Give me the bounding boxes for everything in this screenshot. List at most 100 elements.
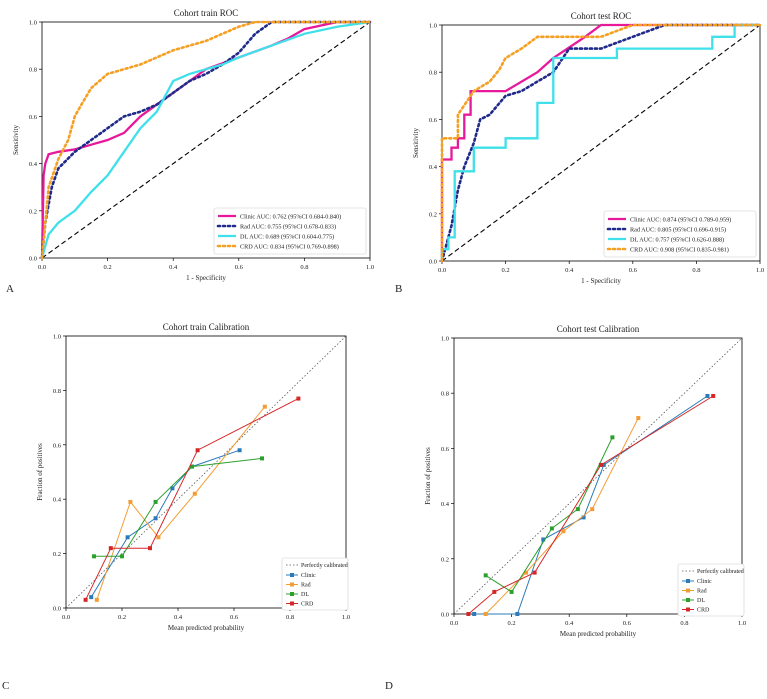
x-axis-label: Mean predicted probability — [168, 624, 245, 632]
panel-label-c: C — [2, 680, 10, 692]
data-point-clinic_cal — [581, 515, 586, 520]
panel-label-d: D — [385, 680, 393, 692]
data-point-crd_cal — [466, 612, 471, 616]
data-point-rad_cal — [128, 499, 133, 504]
x-axis-label: 1 - Specificity — [581, 277, 621, 285]
legend-marker-crd_cal — [290, 601, 294, 606]
y-tick-label: 0.2 — [29, 208, 37, 215]
data-point-clinic_cal — [89, 595, 94, 600]
y-tick-label: 0.2 — [429, 211, 437, 218]
data-point-dl_cal — [509, 589, 514, 594]
x-tick-label: 0.8 — [692, 267, 700, 274]
legend-entry-crd_roc: CRD AUC: 0.834 (95%CI 0.769-0.898) — [240, 243, 339, 250]
x-tick-label: 0.0 — [450, 620, 458, 627]
y-tick-label: 0.4 — [441, 501, 450, 508]
x-tick-label: 0.2 — [502, 267, 510, 274]
train-roc-chart: Cohort train ROC 0.0 0.2 0.4 0.6 0.8 1.0 0.0 0.2… — [12, 8, 374, 282]
data-point-crd_cal — [108, 546, 113, 551]
data-point-clinic_cal — [472, 612, 477, 616]
y-tick-label: 0.2 — [53, 551, 61, 558]
test-calibration-chart: Cohort test Calibration 0.0 0.2 0.4 0.6 0.8 1.… — [424, 324, 746, 638]
y-tick-label: 0.6 — [29, 114, 38, 121]
chart-title: Cohort train Calibration — [163, 322, 250, 332]
data-point-clinic_cal — [153, 516, 158, 521]
data-point-dl_cal — [120, 554, 124, 559]
data-point-crd_cal — [83, 597, 88, 602]
x-tick-label: 0.8 — [300, 264, 308, 271]
y-tick-label: 1.0 — [441, 336, 449, 343]
data-point-rad_cal — [524, 570, 528, 575]
x-axis-label: 1 - Specificity — [186, 274, 226, 282]
legend-marker-rad_cal — [686, 588, 690, 593]
data-point-rad_cal — [156, 535, 161, 540]
x-tick-label: 0.8 — [680, 620, 688, 627]
x-tick-label: 1.0 — [342, 614, 350, 621]
x-tick-label: 0.6 — [623, 620, 632, 627]
x-tick-label: 0.6 — [235, 264, 244, 271]
series-line-crd_cal — [468, 395, 714, 615]
x-tick-label: 0.0 — [438, 267, 446, 274]
legend-entry-crd_cal: CRD — [697, 608, 710, 614]
y-axis-label: Sensitivity — [412, 128, 420, 158]
data-point-crd_cal — [711, 393, 716, 398]
chart-title: Cohort test ROC — [571, 11, 632, 21]
y-tick-label: 1.0 — [429, 23, 437, 30]
y-tick-label: 0.0 — [429, 259, 437, 266]
legend-entry-rad_cal: Rad — [697, 589, 707, 595]
legend-entry-rad_roc: Rad AUC: 0.805 (95%CI 0.696-0.915) — [630, 226, 726, 233]
legend-entry-dl_cal: DL — [697, 598, 705, 604]
series-line-clinic_cal — [90, 449, 240, 598]
y-tick-label: 1.0 — [29, 20, 37, 27]
legend-entry-dl_roc: DL AUC: 0.689 (95%CI 0.604-0.775) — [240, 233, 334, 240]
chart-title: Cohort train ROC — [174, 8, 239, 18]
series-line-rad_roc — [440, 23, 762, 263]
y-tick-label: 0.4 — [53, 497, 62, 504]
legend-entry-reference: Perfectly calibrated — [301, 562, 348, 569]
series-line-dl_roc — [440, 23, 760, 261]
data-point-clinic_cal — [705, 393, 710, 398]
x-tick-label: 0.8 — [286, 614, 294, 621]
legend-marker-crd_cal — [686, 607, 690, 612]
y-tick-label: 0.8 — [53, 388, 61, 395]
panel-test-calibration: Cohort test Calibration 0.0 0.2 0.4 0.6 0.8 1.… — [384, 300, 767, 694]
data-point-dl_cal — [92, 554, 96, 559]
legend-box — [281, 557, 349, 611]
data-point-rad_cal — [636, 416, 641, 421]
legend-marker-rad_cal — [290, 582, 294, 587]
legend-box — [213, 207, 367, 255]
data-point-crd_cal — [296, 396, 301, 401]
legend-box — [677, 563, 745, 617]
y-axis-label: Fraction of positives — [36, 443, 44, 501]
data-point-dl_cal — [190, 464, 194, 469]
panel-test-roc: Cohort test ROC 0.0 0.2 0.4 0.6 0.8 1.0 0.0 0.2 0… — [384, 0, 767, 300]
panel-label-a: A — [6, 283, 14, 295]
legend-entry-clinic_cal: Clinic — [301, 573, 316, 579]
y-tick-label: 1.0 — [53, 334, 61, 341]
data-point-crd_cal — [492, 589, 497, 594]
x-tick-label: 0.2 — [118, 614, 126, 621]
data-point-crd_cal — [195, 448, 200, 453]
data-point-dl_cal — [610, 435, 615, 440]
y-tick-label: 0.6 — [53, 442, 62, 449]
panel-train-roc: Cohort train ROC 0.0 0.2 0.4 0.6 0.8 1.0 0.0 0.2… — [0, 0, 383, 300]
panel-train-calibration: Cohort train Calibration 0.0 0.2 0.4 0.6 0.8 1… — [0, 300, 383, 694]
y-tick-label: 0.4 — [429, 164, 438, 171]
series-line-dl_cal — [94, 457, 263, 557]
series-line-crd_roc — [40, 20, 372, 260]
y-tick-label: 0.4 — [29, 161, 38, 168]
chance-diagonal — [441, 24, 761, 262]
legend-marker-clinic_cal — [686, 579, 690, 583]
x-tick-label: 0.6 — [230, 614, 239, 621]
data-point-rad_cal — [262, 404, 267, 409]
data-point-rad_cal — [561, 529, 566, 534]
y-tick-label: 0.0 — [29, 256, 37, 263]
x-tick-label: 0.4 — [169, 264, 178, 271]
x-tick-label: 0.4 — [565, 620, 574, 627]
legend-entry-clinic_cal: Clinic — [697, 579, 712, 585]
x-tick-label: 1.0 — [366, 264, 374, 271]
legend-marker-dl_cal — [686, 598, 690, 602]
data-point-dl_cal — [260, 456, 264, 461]
legend-marker-clinic_cal — [290, 573, 294, 577]
data-point-clinic_cal — [601, 462, 606, 467]
data-point-clinic_cal — [237, 448, 242, 453]
